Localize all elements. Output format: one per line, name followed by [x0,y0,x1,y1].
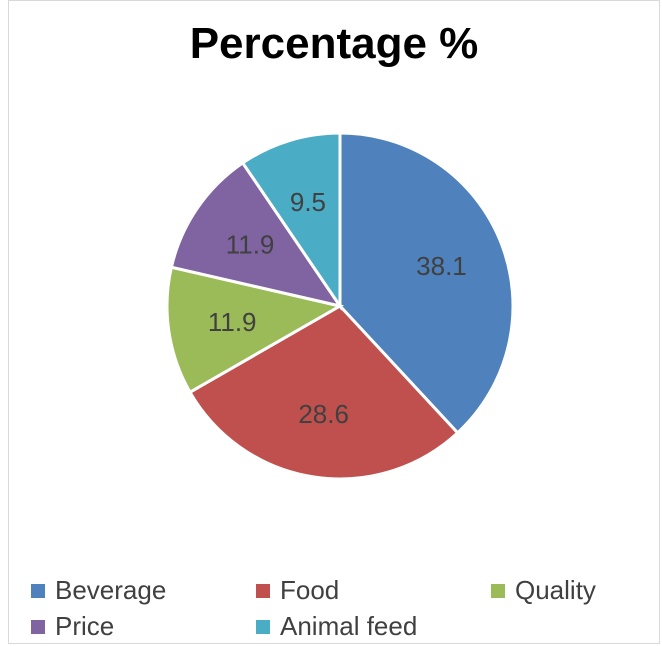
pie-slice-animal-feed [240,131,342,311]
legend-label: Beverage [55,575,167,605]
legend-swatch [31,583,45,598]
legend-item-quality: Quality [491,575,596,606]
legend-swatch [256,619,270,634]
pie-chart: 38.1 28.6 11.9 11.9 9.5 [165,131,515,481]
legend-label: Quality [515,575,596,605]
legend-label: Food [280,575,340,605]
data-label-food: 28.6 [298,399,349,429]
data-label-beverage: 38.1 [416,251,467,281]
pie-slice-quality [165,265,345,395]
legend-item-price: Price [31,611,114,642]
chart-title: Percentage % [189,19,479,68]
pie-slice-beverage [338,131,515,435]
chart-area: Percentage % 38.1 28.6 11.9 11.9 9.5 Beverag… [8,0,660,644]
legend-label: Animal feed [280,611,418,641]
pie-slice-price [169,160,344,309]
legend-swatch [31,619,45,634]
legend-item-food: Food [256,575,339,606]
legend-label: Price [55,611,115,641]
legend-swatch [256,583,270,598]
legend-item-beverage: Beverage [31,575,166,606]
data-label-price: 11.9 [226,229,275,259]
legend-item-animal-feed: Animal feed [256,611,417,642]
legend-swatch [491,583,505,598]
data-label-quality: 11.9 [208,307,257,337]
data-label-animal-feed: 9.5 [290,187,326,217]
pie-slice-food [187,304,460,481]
